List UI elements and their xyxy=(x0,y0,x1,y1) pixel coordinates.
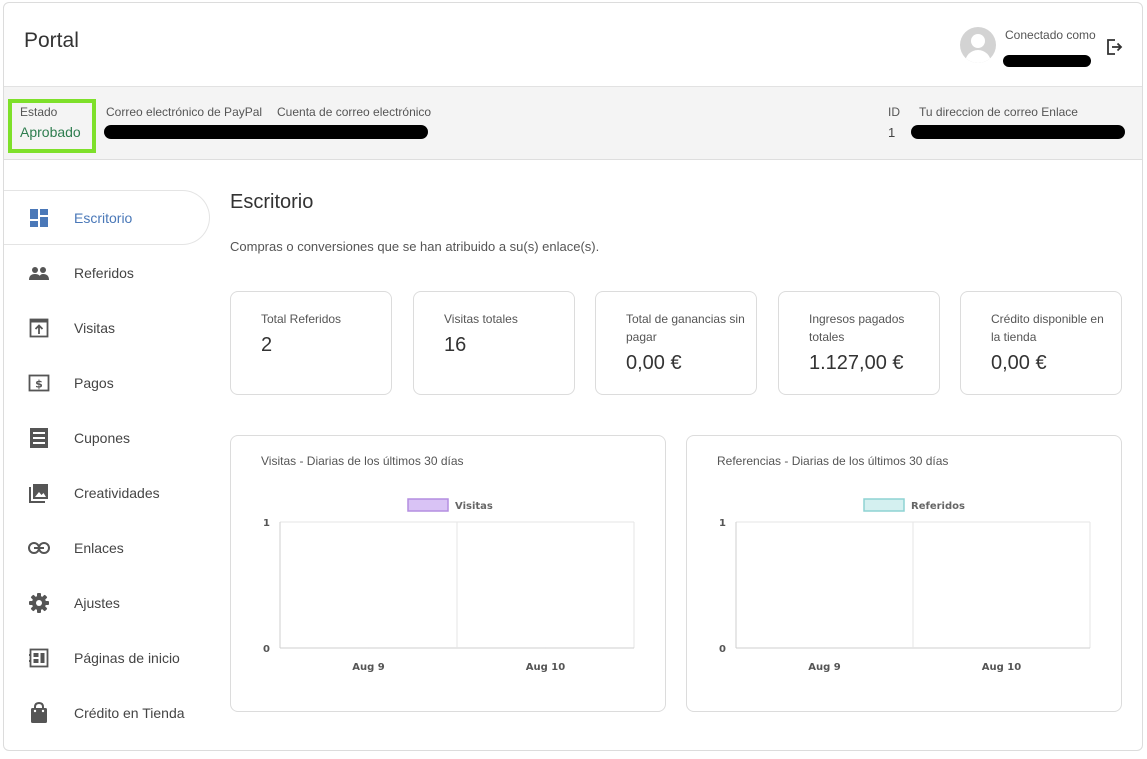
sidebar-item-label: Visitas xyxy=(74,319,115,336)
sidebar-item-paginas-de-inicio[interactable]: Páginas de inicio xyxy=(4,630,210,685)
sidebar-item-label: Creatividades xyxy=(74,484,160,501)
stat-label: Visitas totales xyxy=(444,312,518,326)
stat-card-ingresos-pagados: Ingresos pagados totales 1.127,00 € xyxy=(778,291,940,395)
stat-card-ganancias-sin-pagar: Total de ganancias sin pagar 0,00 € xyxy=(595,291,757,395)
id-label: ID xyxy=(888,105,900,119)
stat-card-credito-disponible: Crédito disponible en la tienda 0,00 € xyxy=(960,291,1122,395)
dashboard-icon xyxy=(28,207,50,229)
y-tick-label: 0 xyxy=(263,644,270,655)
sidebar-item-label: Enlaces xyxy=(74,539,124,556)
legend-swatch[interactable] xyxy=(407,498,449,512)
stat-value: 0,00 € xyxy=(626,352,682,374)
creatives-icon xyxy=(28,482,50,504)
link-email-redacted xyxy=(911,125,1125,139)
visits-icon xyxy=(28,317,50,339)
stat-value: 16 xyxy=(444,334,467,356)
portal-frame: Portal Conectado como Estado Aprobado Co… xyxy=(3,2,1143,751)
referrals-chart: Referidos 0 1 Aug 9 Aug 10 xyxy=(719,498,1091,673)
paypal-email-label: Correo electrónico de PayPal xyxy=(106,105,263,119)
stat-label: Crédito disponible en la tienda xyxy=(991,312,1104,344)
stat-card-visitas-totales: Visitas totales 16 xyxy=(413,291,575,395)
sidebar-item-label: Pagos xyxy=(74,374,114,391)
stat-label: Ingresos pagados totales xyxy=(809,312,905,344)
people-icon xyxy=(28,262,50,284)
account-email-label: Cuenta de correo electrónico xyxy=(277,105,432,119)
sidebar-item-credito-en-tienda[interactable]: Crédito en Tienda xyxy=(4,685,210,740)
link-email-label: Tu direccion de correo Enlace xyxy=(919,105,1078,119)
avatar-head-shape xyxy=(971,34,985,48)
coupons-icon xyxy=(28,427,50,449)
shopping-bag-icon xyxy=(28,701,50,724)
gear-icon xyxy=(28,592,50,614)
stat-value: 2 xyxy=(261,334,273,356)
status-label: Estado xyxy=(20,105,58,119)
stat-card-total-referidos: Total Referidos 2 xyxy=(230,291,392,395)
y-tick-label: 1 xyxy=(263,518,270,529)
sidebar-item-label: Ajustes xyxy=(74,594,120,611)
x-tick-label: Aug 9 xyxy=(352,662,384,673)
username-redacted xyxy=(1003,55,1091,67)
sidebar-item-label: Referidos xyxy=(74,264,134,281)
sidebar-item-visitas[interactable]: Visitas xyxy=(4,300,210,355)
chart-title: Visitas - Diarias de los últimos 30 días xyxy=(261,454,464,468)
id-value: 1 xyxy=(888,125,896,140)
sidebar-item-label: Páginas de inicio xyxy=(74,649,180,666)
legend-swatch[interactable] xyxy=(863,498,905,512)
chart-card-visitas: Visitas - Diarias de los últimos 30 días… xyxy=(230,435,666,712)
payments-icon: $ xyxy=(28,372,50,394)
avatar[interactable] xyxy=(960,27,996,63)
stat-value: 0,00 € xyxy=(991,352,1047,374)
stat-value: 1.127,00 € xyxy=(809,352,904,374)
header: Portal Conectado como xyxy=(4,3,1142,87)
sidebar-item-creatividades[interactable]: Creatividades xyxy=(4,465,210,520)
avatar-body-shape xyxy=(965,50,991,63)
stat-label: Total Referidos xyxy=(261,312,342,326)
sidebar-item-ajustes[interactable]: Ajustes xyxy=(4,575,210,630)
legend-label[interactable]: Referidos xyxy=(911,501,965,512)
connected-as-label: Conectado como xyxy=(1005,28,1096,42)
x-tick-label: Aug 10 xyxy=(526,662,565,673)
sidebar-item-pagos[interactable]: $ Pagos xyxy=(4,355,210,410)
logout-icon[interactable] xyxy=(1104,37,1124,57)
x-tick-label: Aug 10 xyxy=(982,662,1021,673)
y-tick-label: 0 xyxy=(719,644,726,655)
sidebar-item-cupones[interactable]: Cupones xyxy=(4,410,210,465)
landing-pages-icon xyxy=(28,647,50,669)
chart-title: Referencias - Diarias de los últimos 30 … xyxy=(717,454,949,468)
sidebar-item-label: Cupones xyxy=(74,429,131,446)
main-title: Escritorio xyxy=(230,191,314,213)
sidebar-item-label: Crédito en Tienda xyxy=(74,704,185,721)
status-highlight-box xyxy=(8,99,96,153)
legend-label[interactable]: Visitas xyxy=(455,501,493,512)
page-title: Portal xyxy=(24,29,79,52)
sidebar-item-escritorio[interactable]: Escritorio xyxy=(4,190,210,245)
chart-card-referencias: Referencias - Diarias de los últimos 30 … xyxy=(686,435,1122,712)
link-icon xyxy=(28,537,50,559)
status-value: Aprobado xyxy=(20,124,81,140)
stat-label: Total de ganancias sin pagar xyxy=(626,312,745,344)
email-redacted xyxy=(104,125,428,139)
sidebar-item-enlaces[interactable]: Enlaces xyxy=(4,520,210,575)
affiliate-info-bar: Estado Aprobado Correo electrónico de Pa… xyxy=(4,87,1142,160)
main-subtitle: Compras o conversiones que se han atribu… xyxy=(230,239,600,254)
sidebar-item-referidos[interactable]: Referidos xyxy=(4,245,210,300)
x-tick-label: Aug 9 xyxy=(808,662,840,673)
y-tick-label: 1 xyxy=(719,518,726,529)
sidebar-nav: Escritorio Referidos Visitas $ Pagos Cup… xyxy=(4,190,210,740)
visits-chart: Visitas 0 1 Aug 9 Aug 10 xyxy=(263,498,635,673)
svg-text:$: $ xyxy=(35,377,43,390)
sidebar-item-label: Escritorio xyxy=(74,209,133,226)
